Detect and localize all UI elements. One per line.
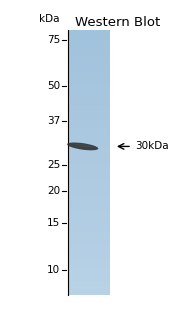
Bar bbox=[68, 73, 110, 76]
Bar bbox=[68, 172, 110, 176]
Ellipse shape bbox=[67, 142, 98, 150]
Bar bbox=[68, 212, 110, 215]
Text: 30kDa: 30kDa bbox=[135, 142, 169, 151]
Bar bbox=[68, 129, 110, 133]
Bar bbox=[68, 109, 110, 113]
Bar bbox=[68, 106, 110, 109]
Bar bbox=[68, 179, 110, 182]
Bar bbox=[68, 99, 110, 103]
Bar bbox=[68, 245, 110, 249]
Bar bbox=[68, 76, 110, 80]
Bar bbox=[68, 50, 110, 53]
Bar bbox=[68, 96, 110, 99]
Bar bbox=[68, 219, 110, 222]
Bar bbox=[68, 163, 110, 166]
Bar bbox=[68, 209, 110, 212]
Bar bbox=[68, 215, 110, 219]
Bar bbox=[68, 189, 110, 192]
Bar bbox=[68, 235, 110, 239]
Bar bbox=[68, 47, 110, 50]
Bar bbox=[68, 252, 110, 255]
Text: Western Blot: Western Blot bbox=[75, 16, 160, 29]
Text: 15: 15 bbox=[47, 218, 60, 228]
Bar bbox=[68, 80, 110, 83]
Bar bbox=[68, 143, 110, 146]
Bar bbox=[68, 262, 110, 265]
Bar bbox=[68, 199, 110, 202]
Bar bbox=[68, 86, 110, 90]
Ellipse shape bbox=[76, 144, 93, 147]
Bar bbox=[68, 272, 110, 275]
Bar bbox=[68, 288, 110, 292]
Bar bbox=[68, 159, 110, 163]
Bar bbox=[68, 153, 110, 156]
Bar bbox=[68, 282, 110, 285]
Text: 37: 37 bbox=[47, 116, 60, 126]
Text: 10: 10 bbox=[47, 265, 60, 275]
Bar bbox=[68, 222, 110, 226]
Bar bbox=[68, 146, 110, 149]
Bar bbox=[68, 239, 110, 242]
Text: 20: 20 bbox=[47, 186, 60, 196]
Bar bbox=[68, 120, 110, 123]
Bar bbox=[68, 123, 110, 126]
Bar bbox=[68, 63, 110, 66]
Bar bbox=[68, 292, 110, 295]
Bar bbox=[68, 40, 110, 43]
Bar bbox=[68, 30, 110, 295]
Bar bbox=[68, 149, 110, 153]
Bar bbox=[68, 113, 110, 116]
Bar bbox=[68, 176, 110, 179]
Bar bbox=[68, 57, 110, 60]
Bar bbox=[68, 166, 110, 169]
Bar bbox=[68, 70, 110, 73]
Bar bbox=[68, 229, 110, 232]
Bar bbox=[68, 169, 110, 172]
Bar bbox=[68, 37, 110, 40]
Bar bbox=[68, 249, 110, 252]
Bar bbox=[68, 232, 110, 235]
Bar bbox=[68, 53, 110, 57]
Bar bbox=[68, 278, 110, 282]
Bar bbox=[68, 83, 110, 86]
Bar bbox=[68, 285, 110, 288]
Bar bbox=[68, 43, 110, 47]
Text: 50: 50 bbox=[47, 81, 60, 91]
Bar bbox=[68, 103, 110, 106]
Bar bbox=[68, 90, 110, 93]
Bar bbox=[68, 33, 110, 37]
Bar bbox=[68, 136, 110, 139]
Bar bbox=[68, 192, 110, 196]
Bar bbox=[68, 186, 110, 189]
Bar bbox=[68, 139, 110, 143]
Bar bbox=[68, 116, 110, 120]
Bar bbox=[68, 255, 110, 259]
Text: 75: 75 bbox=[47, 35, 60, 45]
Text: 25: 25 bbox=[47, 160, 60, 170]
Bar bbox=[68, 60, 110, 63]
Bar bbox=[68, 275, 110, 278]
Bar bbox=[68, 30, 110, 33]
Bar bbox=[68, 126, 110, 129]
Bar bbox=[68, 66, 110, 70]
Bar bbox=[68, 242, 110, 245]
Bar bbox=[68, 133, 110, 136]
Bar bbox=[68, 205, 110, 209]
Bar bbox=[68, 196, 110, 199]
Bar bbox=[68, 156, 110, 159]
Bar bbox=[68, 226, 110, 229]
Text: kDa: kDa bbox=[40, 14, 60, 24]
Bar bbox=[68, 182, 110, 186]
Bar bbox=[68, 93, 110, 96]
Bar bbox=[68, 265, 110, 269]
Bar bbox=[68, 269, 110, 272]
Bar bbox=[68, 202, 110, 205]
Bar bbox=[68, 259, 110, 262]
